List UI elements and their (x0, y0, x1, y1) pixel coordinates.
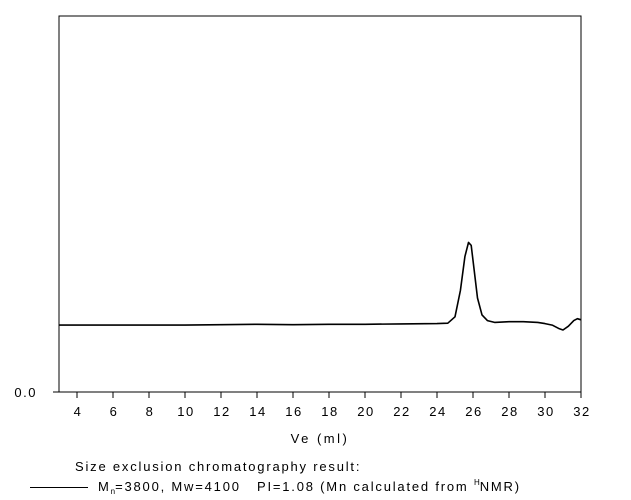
x-tick-label-8: 8 (146, 404, 155, 419)
legend-swatch (30, 486, 88, 488)
caption-title: Size exclusion chromatography result: (75, 459, 362, 474)
legend-text: Mn=3800, Mw=4100 PI=1.08 (Mn calculated … (98, 478, 521, 496)
x-tick-label-12: 12 (213, 404, 230, 419)
x-tick-label-30: 30 (537, 404, 554, 419)
tick-labels: 4 6 8 10 12 14 16 18 20 22 24 26 28 30 32 0.0 (14, 385, 590, 419)
x-tick-label-22: 22 (393, 404, 410, 419)
x-tick-label-26: 26 (465, 404, 482, 419)
x-tick-label-20: 20 (357, 404, 374, 419)
x-tick-label-14: 14 (249, 404, 266, 419)
legend-sub: n (110, 487, 116, 496)
plot-frame (58, 15, 582, 393)
x-tick-label-24: 24 (429, 404, 446, 419)
x-axis-label: Ve (ml) (291, 431, 350, 446)
legend-m: M (98, 479, 111, 494)
series-group (59, 241, 582, 331)
legend-entry: Mn=3800, Mw=4100 PI=1.08 (Mn calculated … (30, 478, 521, 496)
x-tick-label-10: 10 (177, 404, 194, 419)
plot-area (58, 15, 582, 393)
legend-sup: H (473, 478, 480, 487)
x-tick-label-6: 6 (110, 404, 119, 419)
x-tick-label-18: 18 (321, 404, 338, 419)
legend-end: NMR) (479, 479, 521, 494)
series-line-0 (59, 241, 582, 331)
x-tick-label-28: 28 (501, 404, 518, 419)
x-tick-label-4: 4 (74, 404, 83, 419)
x-tick-label-16: 16 (285, 404, 302, 419)
x-tick-label-32: 32 (573, 404, 590, 419)
legend-mid: =3800, Mw=4100 PI=1.08 (Mn calculated fr… (115, 479, 474, 494)
y-tick-label-0: 0.0 (14, 385, 37, 400)
tick-marks (53, 391, 582, 398)
